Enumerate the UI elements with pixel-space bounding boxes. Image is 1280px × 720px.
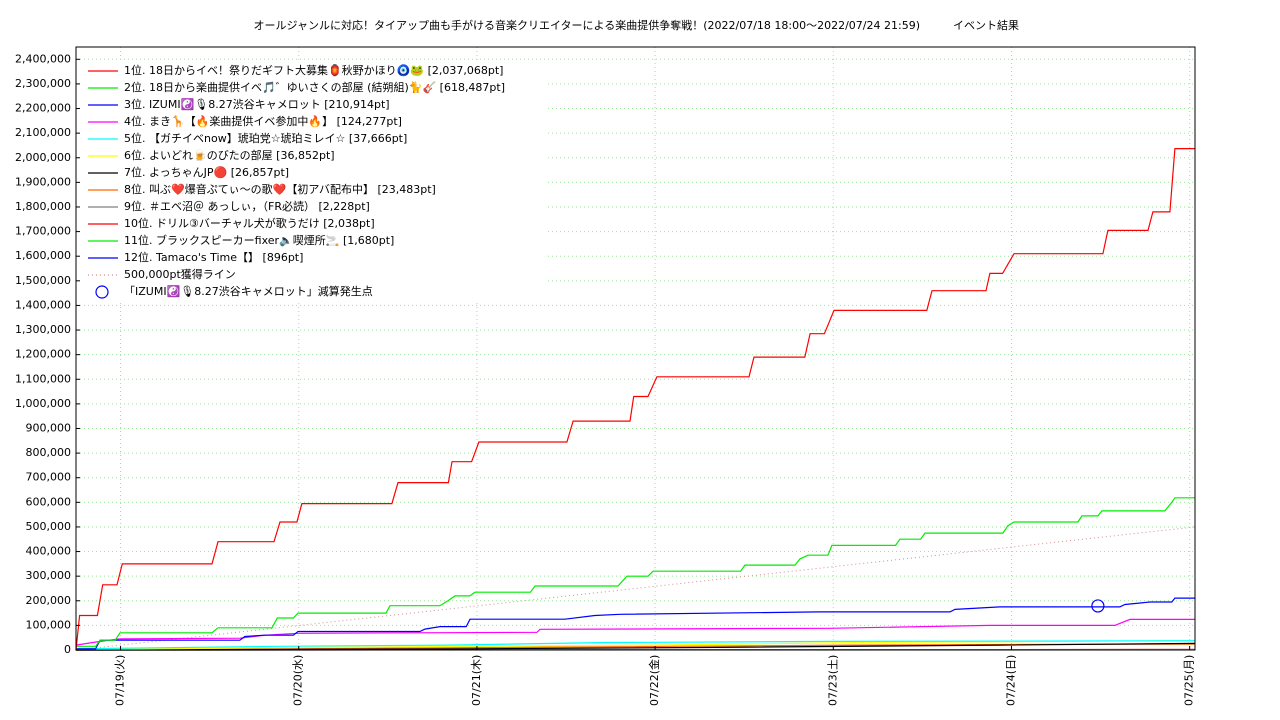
y-tick-label: 2,000,000 [15, 151, 71, 164]
legend-box [80, 61, 546, 301]
series-line [75, 640, 1196, 650]
grid [76, 47, 1195, 651]
y-tick-label: 1,900,000 [15, 175, 71, 188]
y-tick-label: 1,500,000 [15, 274, 71, 287]
legend-label: 3位. IZUMI☯️🎙8.27渋谷キャメロット [210,914pt] [124, 97, 390, 111]
y-tick-label: 2,100,000 [15, 126, 71, 139]
series-line [76, 597, 1195, 650]
legend-marker [95, 285, 109, 299]
x-tick-label: 07/23(土) [826, 655, 839, 706]
y-tick-label: 400,000 [26, 545, 72, 558]
y-tick-label: 1,600,000 [15, 249, 71, 262]
x-tick-label: 07/19(火) [114, 655, 127, 706]
y-tick-label: 2,200,000 [15, 102, 71, 115]
x-tick-label: 07/24(日) [1004, 655, 1017, 706]
legend-label: 9位. ＃エベ沼＠ あっしぃ，（FR必読） [2,228pt] [124, 199, 370, 213]
y-tick-label: 900,000 [26, 421, 72, 434]
y-tick-label: 1,400,000 [15, 298, 71, 311]
legend-label: 8位. 叫ぶ❤️爆音ぷてぃ〜の歌❤️【初アバ配布中】 [23,483pt] [124, 182, 436, 196]
y-tick-label: 300,000 [26, 569, 72, 582]
x-tick-label: 07/20(水) [292, 655, 305, 706]
y-tick-label: 1,000,000 [15, 397, 71, 410]
y-tick-label: 700,000 [26, 471, 72, 484]
plot-frame [75, 46, 1196, 651]
x-tick-label: 07/25(月) [1183, 655, 1196, 706]
legend-label: 1位. 18日からイベ！祭りだギフト大募集🏮秋野かほり🧿🐸 [2,037,068… [124, 63, 503, 77]
series-line [75, 642, 1196, 651]
y-tick-label: 1,800,000 [15, 200, 71, 213]
y-tick-label: 200,000 [26, 594, 72, 607]
x-tick-label: 07/22(金) [647, 655, 661, 706]
y-tick-label: 100,000 [26, 618, 72, 631]
legend-label: 7位. よっちゃんJP🔴 [26,857pt] [124, 165, 289, 179]
series-line [75, 618, 1195, 646]
y-tick-label: 600,000 [26, 495, 72, 508]
axes: 0 100,000 200,000 300,000 400,000 500,000 600,… [15, 52, 1196, 706]
y-tick-label: 0 [64, 643, 71, 656]
series-line [75, 148, 1195, 651]
legend-label: 6位. よいどれ🍺のびたの部屋 [36,852pt] [124, 148, 335, 162]
legend-label: 5位. 【ガチイベnow】琥珀党☆琥珀ミレイ☆ [37,666pt] [124, 131, 407, 145]
legend-label: 4位. まき🦒【🔥楽曲提供イベ参加中🔥】 [124,277pt] [124, 114, 402, 128]
legend-label: 10位. ドリル③バーチャル犬が歌うだけ [2,038pt] [124, 216, 375, 230]
event-marker [1091, 599, 1105, 613]
legend-label: 「IZUMI☯️🎙8.27渋谷キャメロット」減算発生点 [124, 284, 373, 298]
y-tick-label: 1,100,000 [15, 372, 71, 385]
legend-label: 11位. ブラックスピーカーfixer🔈喫煙所🚬 [1,680pt] [124, 233, 394, 247]
x-tick-label: 07/21(木) [470, 655, 483, 706]
y-tick-label: 2,300,000 [15, 77, 71, 90]
chart-subtitle: イベント結果 [953, 18, 1019, 32]
legend-label: 12位. Tamaco's Time【】 [896pt] [124, 250, 303, 264]
chart-title: オールジャンルに対応！タイアップ曲も手がける音楽クリエイターによる楽曲提供争奪戦… [254, 18, 920, 32]
series-line [76, 497, 1195, 647]
legend-label: 2位. 18日から楽曲提供イベ🎵゛ゆいさくの部屋 (結朔組)🐈🎸 [618,48… [124, 80, 505, 94]
y-tick-label: 1,700,000 [15, 225, 71, 238]
y-tick-label: 1,200,000 [15, 348, 71, 361]
legend: 1位. 18日からイベ！祭りだギフト大募集🏮秋野かほり🧿🐸 [2,037,068… [80, 61, 546, 301]
y-tick-label: 2,400,000 [15, 52, 71, 65]
legend-label: 500,000pt獲得ライン [124, 268, 236, 281]
y-tick-label: 800,000 [26, 446, 72, 459]
y-tick-label: 500,000 [26, 520, 72, 533]
y-tick-label: 1,300,000 [15, 323, 71, 336]
